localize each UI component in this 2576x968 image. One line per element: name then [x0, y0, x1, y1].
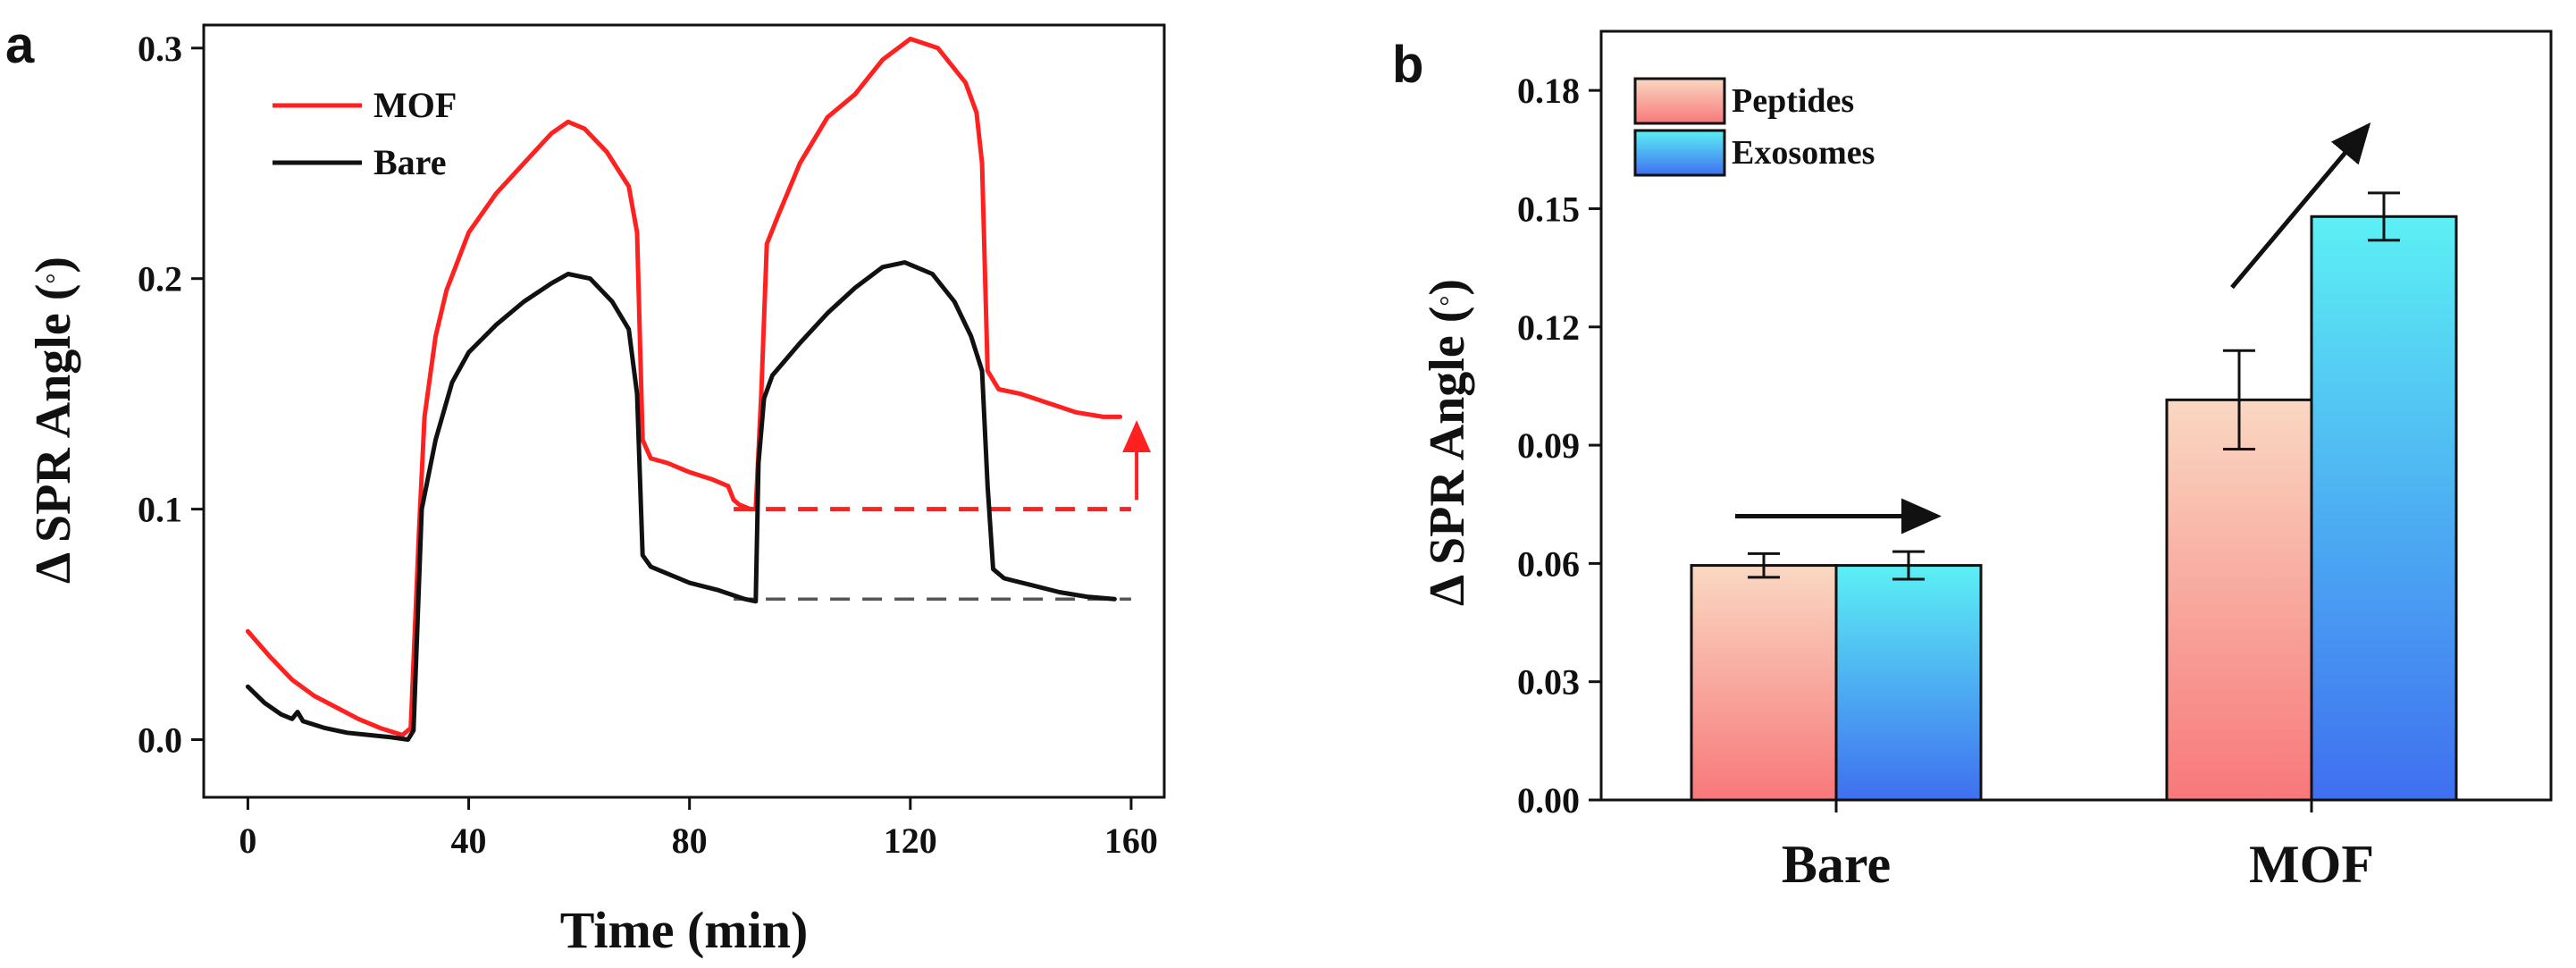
x-tick-label: 120 [884, 821, 937, 861]
panel-a-x-axis: 0 40 80 120 160 [239, 797, 1158, 861]
y-tick-label: 0.3 [138, 29, 182, 69]
y-tick-label: 0.0 [138, 720, 182, 761]
x-tick-label: 160 [1104, 821, 1158, 861]
y-tick-label: 0.18 [1517, 71, 1580, 111]
bar-exosomes-mof [2310, 215, 2458, 802]
x-tick-label-mof: MOF [2249, 835, 2374, 894]
y-tick-label: 0.03 [1517, 662, 1580, 703]
panel-b-label: b [1392, 36, 1423, 94]
y-axis-label-text: Δ SPR Angle ( [26, 284, 81, 584]
panel-b-y-axis: 0.00 0.03 0.06 0.09 0.12 0.15 0.18 [1517, 71, 1601, 821]
panel-a-label: a [5, 16, 35, 74]
panel-a-y-axis-label: Δ SPR Angle (°) [26, 257, 81, 584]
series-line-mof [245, 37, 1123, 737]
y-tick-label: 0.06 [1517, 543, 1580, 584]
panel-a-series [245, 37, 1123, 742]
y-tick-label: 0.15 [1517, 189, 1580, 229]
y-axis-label-suffix: ) [1420, 279, 1475, 296]
panel-a-annotations [734, 420, 1152, 601]
degree-symbol: ° [1435, 296, 1464, 307]
y-tick-label: 0.00 [1517, 780, 1580, 821]
panel-b-bar-chart: b 0.00 0.03 0.06 0.09 0.12 0.15 0.18 Bare MOF P… [1392, 29, 2553, 894]
series-line-bare [245, 260, 1117, 742]
y-tick-label: 0.12 [1517, 307, 1580, 348]
panel-b-plot-frame [1599, 29, 2553, 802]
panel-a-line-chart: a 0.0 0.1 0.2 0.3 0 40 80 120 160 MOF Bare Time … [5, 16, 1166, 959]
bar-peptides-bare [1690, 564, 1838, 802]
degree-symbol: ° [41, 274, 71, 284]
legend-label-peptides: Peptides [1732, 82, 1854, 120]
panel-b-bars [1690, 191, 2458, 802]
x-tick-label-bare: Bare [1782, 835, 1891, 894]
panel-a-legend: MOF Bare [273, 85, 457, 182]
x-tick-label: 80 [672, 821, 708, 861]
y-axis-label-text: Δ SPR Angle ( [1420, 307, 1475, 606]
panel-b-y-axis-label: Δ SPR Angle (°) [1420, 279, 1475, 606]
bar-peptides-mof [2165, 398, 2313, 802]
x-tick-label: 40 [451, 821, 487, 861]
legend-swatch-exosomes [1633, 129, 1726, 177]
bar-exosomes-bare [1834, 564, 1983, 802]
panel-b-x-axis: Bare MOF [1782, 800, 2374, 894]
x-tick-label: 0 [239, 821, 256, 861]
panel-a-x-axis-label: Time (min) [560, 901, 809, 959]
trend-arrow-mof [2230, 122, 2371, 290]
y-tick-label: 0.09 [1517, 425, 1580, 466]
y-axis-label-suffix: ) [26, 257, 81, 274]
y-tick-label: 0.2 [138, 259, 182, 299]
legend-label-exosomes: Exosomes [1732, 134, 1875, 172]
panel-b-annotations [1735, 122, 2371, 535]
y-tick-label: 0.1 [138, 490, 182, 530]
legend-label-mof: MOF [373, 85, 457, 125]
legend-label-bare: Bare [373, 142, 446, 182]
legend-swatch-peptides [1633, 77, 1726, 125]
panel-a-y-axis: 0.0 0.1 0.2 0.3 [138, 29, 204, 761]
panel-a-plot-frame [202, 23, 1166, 799]
panel-b-legend: Peptides Exosomes [1633, 77, 1875, 177]
